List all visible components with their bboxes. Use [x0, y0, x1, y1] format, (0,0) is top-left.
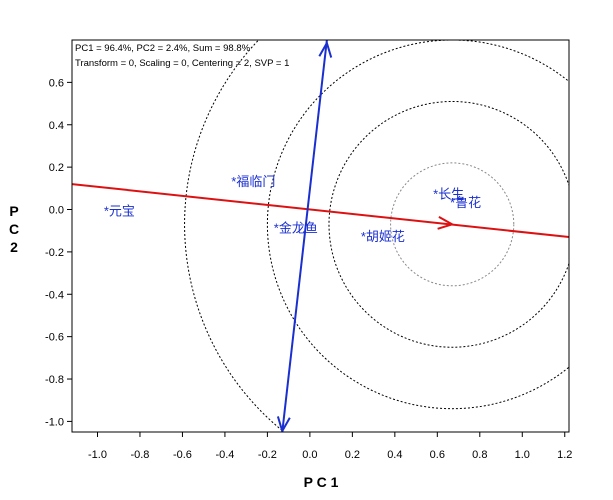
info-line-1: PC1 = 96.4%, PC2 = 2.4%, Sum = 98.8%: [75, 43, 251, 54]
y-axis-label: PC 2: [9, 203, 19, 255]
concentric-circle: [328, 100, 569, 348]
y-tick-label: -0.6: [45, 332, 64, 344]
x-tick-label: 0.8: [472, 449, 487, 461]
genotype-label: *福临门: [231, 174, 275, 189]
y-tick-label: 0.0: [49, 205, 64, 217]
plot-frame: [71, 39, 570, 433]
genotype-label: *胡姬花: [361, 229, 405, 244]
average-environment-arrowhead: [437, 216, 455, 230]
genotype-label: *鲁花: [450, 195, 481, 210]
x-tick-label: -0.8: [130, 449, 149, 461]
y-tick-label: 0.2: [49, 162, 64, 174]
ordinate-arrowhead-bottom: [276, 416, 291, 432]
y-tick-label: -0.2: [45, 247, 64, 259]
ordinate-arrowhead-top: [318, 40, 333, 58]
x-tick-label: -0.4: [215, 449, 234, 461]
concentric-circle: [390, 162, 515, 287]
concentric-circle: [266, 40, 569, 410]
average-environment-axis: [72, 183, 569, 239]
y-axis-label-char: 2: [10, 239, 18, 255]
y-tick-label: 0.4: [49, 120, 64, 132]
x-tick-label: 1.0: [515, 449, 530, 461]
genotype-label: *长生: [433, 187, 464, 202]
info-line-2: Transform = 0, Scaling = 0, Centering = …: [75, 58, 289, 69]
x-tick-label: 0.0: [302, 449, 317, 461]
y-tick-label: -1.0: [45, 416, 64, 428]
x-tick-label: 0.6: [430, 449, 445, 461]
genotype-label: *元宝: [104, 204, 135, 219]
x-tick-label: 0.4: [387, 449, 402, 461]
x-tick-label: 1.2: [557, 449, 572, 461]
plot-area: [72, 40, 569, 432]
y-axis-label-char: C: [9, 221, 19, 237]
y-tick-label: 0.6: [49, 77, 64, 89]
x-tick-label: -1.0: [88, 449, 107, 461]
x-tick-label: 0.2: [345, 449, 360, 461]
x-tick-label: -0.6: [173, 449, 192, 461]
genotype-label: *金龙鱼: [274, 221, 318, 236]
x-axis-label: P C 1: [304, 474, 339, 490]
y-axis-label-char: P: [9, 203, 18, 219]
x-tick-label: -0.2: [258, 449, 277, 461]
y-tick-label: -0.4: [45, 289, 64, 301]
y-tick-label: -0.8: [45, 374, 64, 386]
ordinate-axis: [281, 40, 328, 432]
